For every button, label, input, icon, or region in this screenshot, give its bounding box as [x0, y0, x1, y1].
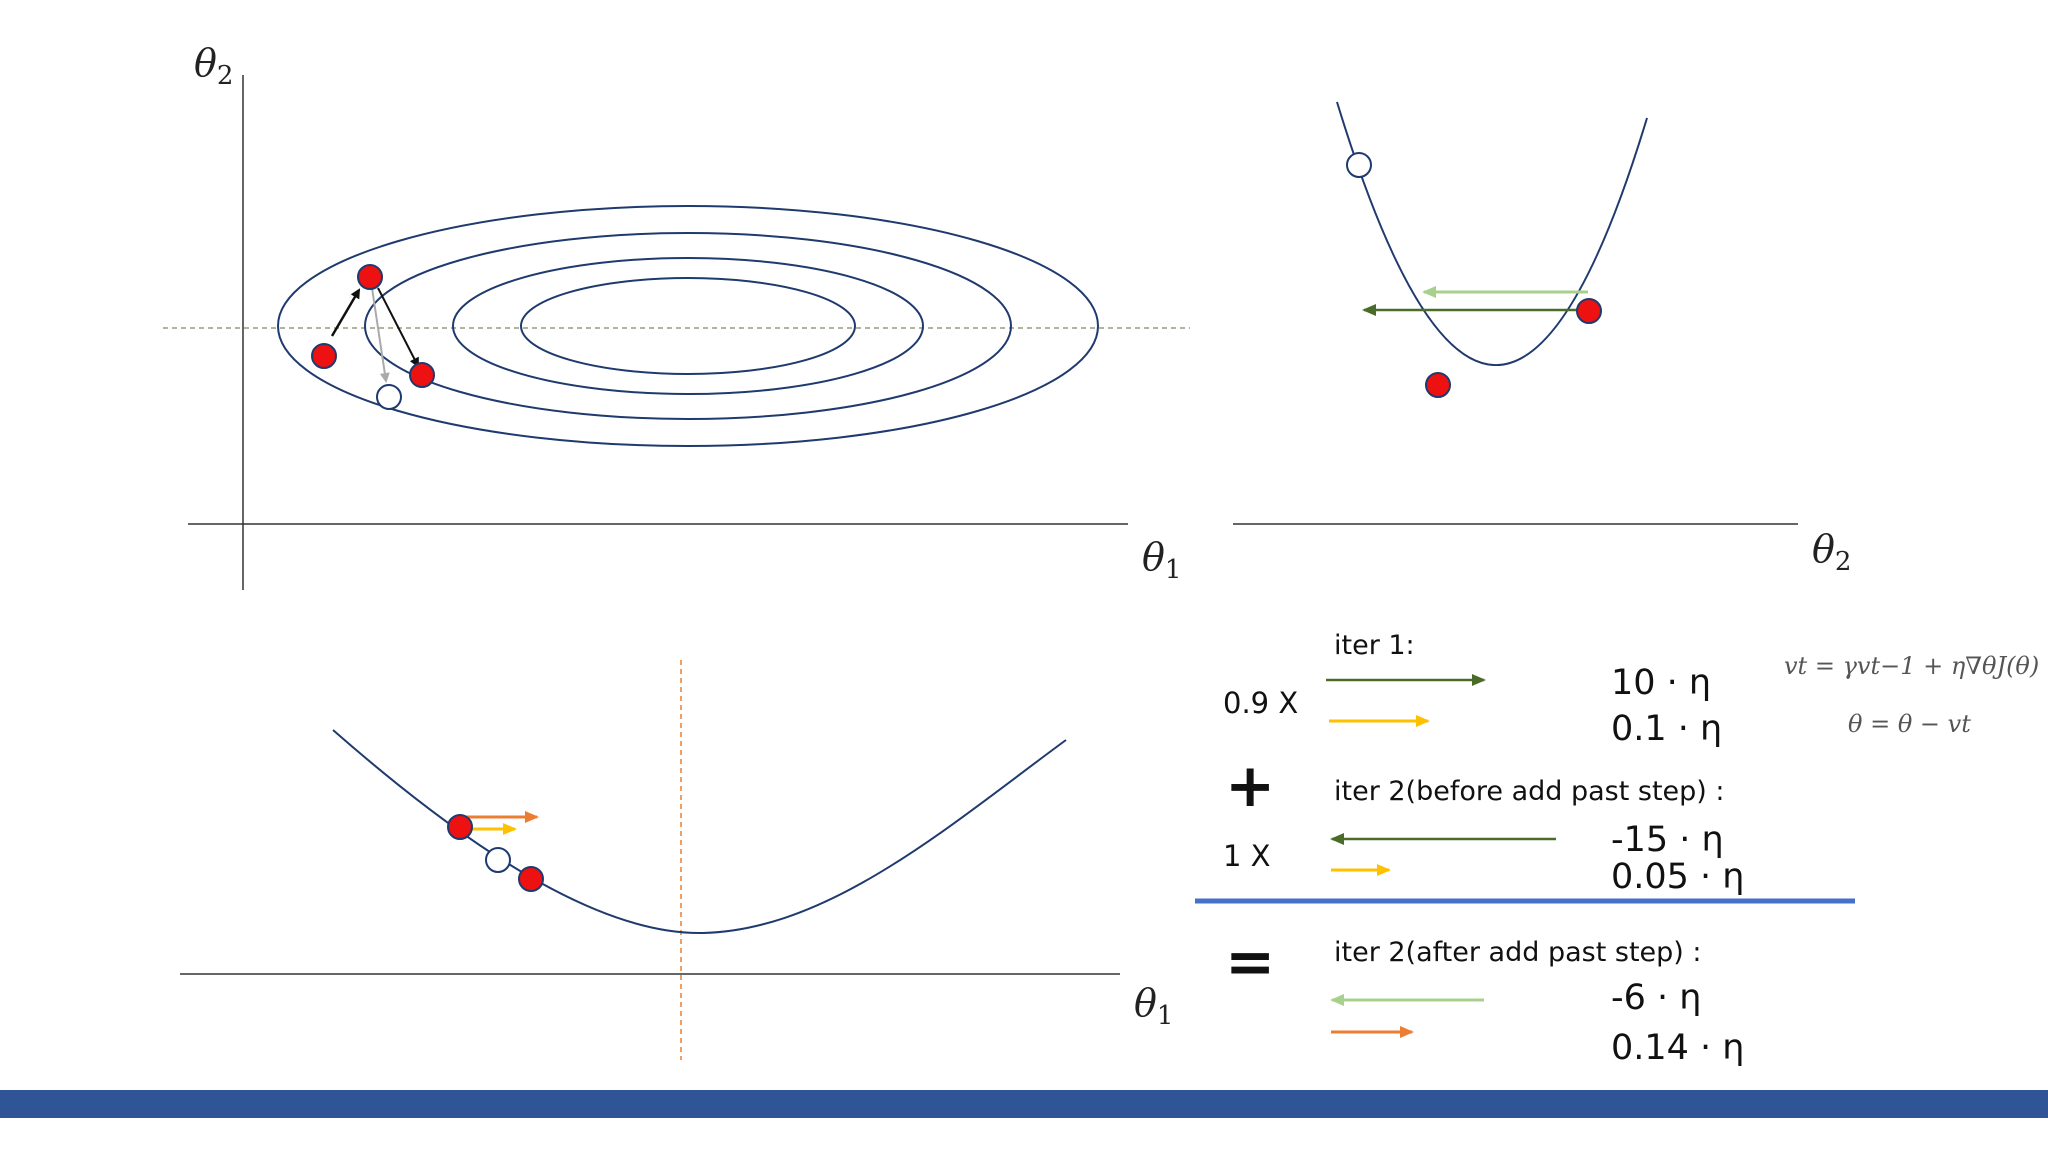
iter2-before-theta1-value: 0.05 · η: [1611, 857, 1745, 897]
update-formula: θ = θ − vt: [1848, 710, 1971, 738]
theta2-panel: θ2: [1233, 101, 1851, 577]
theta2-point-iter1: [1576, 298, 1602, 324]
theta2-point-start: [1346, 152, 1372, 178]
iter1-label: iter 1:: [1334, 630, 1415, 661]
step-arrow-2: [377, 287, 419, 368]
iter2-before-label: iter 2(before add past step) :: [1334, 776, 1725, 807]
theta1-panel: θ1: [180, 660, 1173, 1060]
contour-point-iter1: [357, 264, 383, 290]
contour-ring-3: [364, 232, 1012, 420]
contour-ring-2: [452, 257, 924, 395]
contour-y-axis-label: θ2: [194, 41, 233, 91]
velocity-formula: vt = γvt−1 + η∇θJ(θ): [1784, 652, 2039, 680]
contour-point-start: [311, 343, 337, 369]
contour-panel: θ2 θ1: [163, 41, 1190, 590]
iter1-coefficient: 0.9 X: [1223, 686, 1298, 720]
theta2-loss-curve: [1336, 101, 1648, 366]
plus-sign: +: [1225, 751, 1275, 821]
slide-footer-bar: [0, 1090, 2048, 1118]
theta1-point-iter1: [447, 814, 473, 840]
momentum-calculation: iter 1: 0.9 X 10 · η 0.1 · η + iter 2(be…: [1195, 630, 1855, 1068]
iter2-before-theta2-value: -15 · η: [1611, 820, 1724, 860]
theta2-x-axis-label: θ2: [1812, 527, 1851, 577]
gradient-step-arrow: [371, 287, 390, 383]
step-arrow-1: [330, 288, 361, 337]
equals-sign: =: [1225, 927, 1275, 997]
theta1-point-start: [485, 847, 511, 873]
iter1-theta1-value: 0.1 · η: [1611, 709, 1722, 749]
theta2-point-iter2: [1425, 372, 1451, 398]
contour-ring-outer: [277, 205, 1099, 447]
contour-x-axis-label: θ1: [1142, 535, 1181, 585]
theta1-loss-curve: [332, 729, 1067, 935]
contour-ring-inner: [520, 277, 856, 375]
contour-point-gradient-only: [376, 384, 402, 410]
theta1-point-iter2: [518, 866, 544, 892]
contour-point-iter2: [409, 362, 435, 388]
iter1-theta2-value: 10 · η: [1611, 663, 1711, 703]
iter2-before-coefficient: 1 X: [1223, 839, 1271, 873]
theta1-x-axis-label: θ1: [1134, 981, 1173, 1031]
momentum-formulas: vt = γvt−1 + η∇θJ(θ) θ = θ − vt: [1784, 652, 2039, 738]
iter2-after-theta2-value: -6 · η: [1611, 978, 1701, 1018]
iter2-after-theta1-value: 0.14 · η: [1611, 1028, 1745, 1068]
iter2-after-label: iter 2(after add past step) :: [1334, 937, 1702, 968]
